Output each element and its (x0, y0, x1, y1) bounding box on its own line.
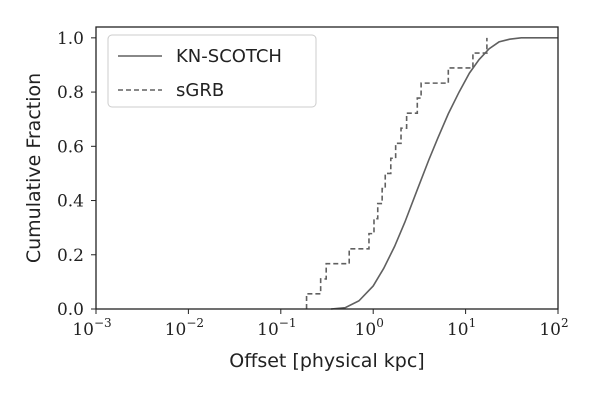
y-tick-label: 0.6 (57, 137, 84, 157)
legend-label-sgrb: sGRB (176, 80, 224, 101)
axis-ticks-group: 10−3 10−2 10−1 100 101 102 0.0 0.2 0.4 0.6 0.8 1.0 (57, 29, 569, 340)
x-tick-label: 10−3 (72, 316, 111, 340)
series-line-sgrb (305, 37, 488, 309)
y-axis-label: Cumulative Fraction (23, 73, 45, 263)
series-line-kn-scotch (330, 37, 558, 310)
plot-frame (95, 26, 559, 310)
x-tick-label: 100 (355, 316, 384, 340)
x-tick-label: 102 (539, 316, 568, 340)
y-tick-label: 0.0 (57, 300, 84, 320)
y-tick-label: 0.4 (57, 192, 84, 212)
series-group (305, 37, 558, 310)
y-tick-label: 0.2 (57, 246, 84, 266)
legend: KN-SCOTCH sGRB (107, 34, 317, 108)
x-axis-label: Offset [physical kpc] (229, 350, 424, 372)
y-tick-label: 0.8 (57, 83, 84, 103)
x-tick-label: 10−2 (165, 316, 204, 340)
x-tick-label: 10−1 (257, 316, 296, 340)
legend-label-kn-scotch: KN-SCOTCH (176, 46, 282, 67)
legend-box (107, 34, 317, 108)
x-tick-label: 101 (447, 316, 476, 340)
y-tick-label: 1.0 (57, 29, 84, 49)
